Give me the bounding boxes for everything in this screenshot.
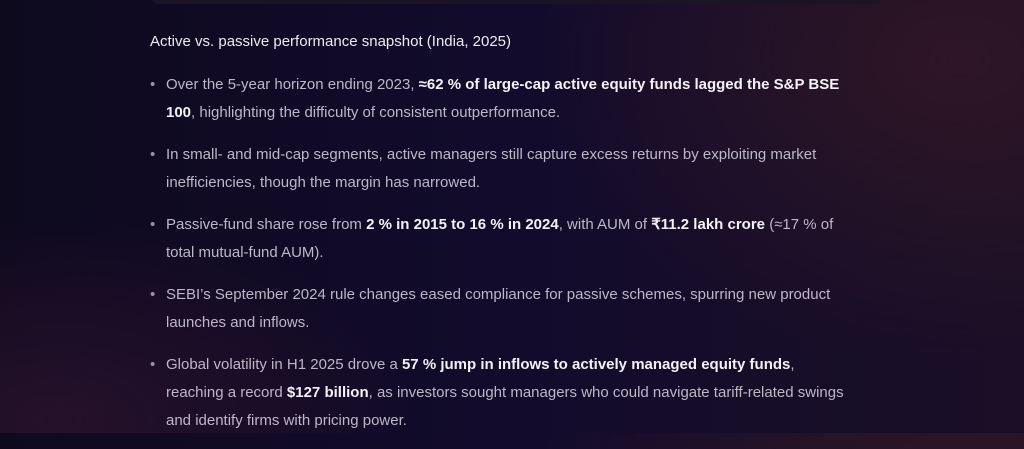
list-item: • Over the 5-year horizon ending 2023, ≈6…: [150, 71, 850, 127]
list-item: • Global volatility in H1 2025 drove a 57…: [150, 351, 850, 435]
bold-text: ≈62 % of large-cap active equity funds l…: [166, 76, 840, 121]
bullet-list: • Over the 5-year horizon ending 2023, ≈6…: [150, 71, 850, 449]
list-item: • Passive-fund share rose from 2 % in 201…: [150, 211, 850, 267]
text: Passive-fund share rose from: [166, 216, 367, 233]
bold-text: $127 billion: [286, 384, 369, 401]
text: Global volatility in H1 2025 drove a: [166, 356, 402, 373]
text: , as investors sought managers who could…: [166, 384, 844, 429]
bullet-icon: •: [150, 146, 156, 163]
bold-text: 57 % jump in inflows to actively managed…: [401, 356, 791, 373]
bold-text: 2 % in 2015 to 16 % in 2024: [366, 216, 559, 233]
bullet-icon: •: [150, 286, 156, 303]
bold-text: ₹11.2 lakh crore: [651, 216, 766, 233]
bullet-icon: •: [150, 356, 156, 373]
text: SEBI’s September 2024 rule changes eased…: [166, 286, 831, 331]
bullet-icon: •: [150, 76, 156, 93]
text: , with AUM of: [558, 216, 652, 233]
text: (≈17 % of total mutual-fund AUM).: [166, 216, 834, 261]
text: In small- and mid-cap segments, active m…: [166, 146, 817, 191]
text: Over the 5-year horizon ending 2023,: [166, 76, 419, 93]
text: , reaching a record: [166, 356, 795, 401]
list-item: • SEBI’s September 2024 rule changes ease…: [150, 281, 850, 337]
text: , highlighting the difficulty of consist…: [191, 104, 561, 121]
section-heading: Active vs. passive performance snapshot …: [150, 33, 512, 50]
list-item: • In small- and mid-cap segments, active …: [150, 141, 850, 197]
previous-card: [152, 0, 882, 4]
bullet-icon: •: [150, 216, 156, 233]
